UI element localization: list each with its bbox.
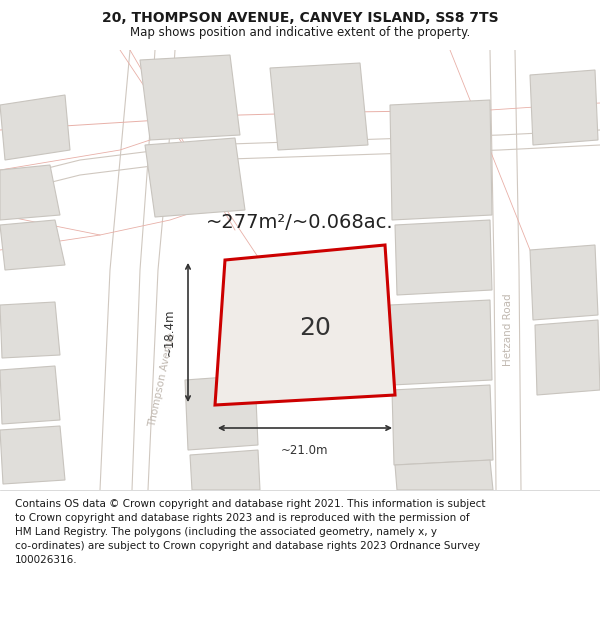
Text: 20, THOMPSON AVENUE, CANVEY ISLAND, SS8 7TS: 20, THOMPSON AVENUE, CANVEY ISLAND, SS8 … — [101, 11, 499, 25]
Polygon shape — [190, 450, 260, 490]
Polygon shape — [530, 245, 598, 320]
Polygon shape — [270, 63, 368, 150]
Polygon shape — [395, 460, 493, 490]
Text: ~277m²/~0.068ac.: ~277m²/~0.068ac. — [206, 214, 394, 232]
Text: ~21.0m: ~21.0m — [281, 444, 329, 457]
Text: Contains OS data © Crown copyright and database right 2021. This information is : Contains OS data © Crown copyright and d… — [15, 499, 485, 566]
Polygon shape — [145, 138, 245, 217]
Text: Thompson Avenue: Thompson Avenue — [147, 332, 177, 428]
Polygon shape — [215, 245, 395, 405]
Polygon shape — [390, 300, 492, 385]
Polygon shape — [392, 385, 493, 465]
Polygon shape — [140, 55, 240, 140]
Polygon shape — [0, 426, 65, 484]
Polygon shape — [0, 220, 65, 270]
Text: Hetzand Road: Hetzand Road — [503, 294, 513, 366]
Polygon shape — [535, 320, 600, 395]
Text: ~18.4m: ~18.4m — [163, 309, 176, 356]
Polygon shape — [0, 302, 60, 358]
Polygon shape — [240, 272, 378, 390]
Polygon shape — [395, 220, 492, 295]
Polygon shape — [0, 165, 60, 220]
Text: 20: 20 — [299, 316, 331, 340]
Text: Map shows position and indicative extent of the property.: Map shows position and indicative extent… — [130, 26, 470, 39]
Polygon shape — [0, 95, 70, 160]
Polygon shape — [0, 366, 60, 424]
Polygon shape — [390, 100, 492, 220]
Polygon shape — [530, 70, 598, 145]
Polygon shape — [185, 375, 258, 450]
